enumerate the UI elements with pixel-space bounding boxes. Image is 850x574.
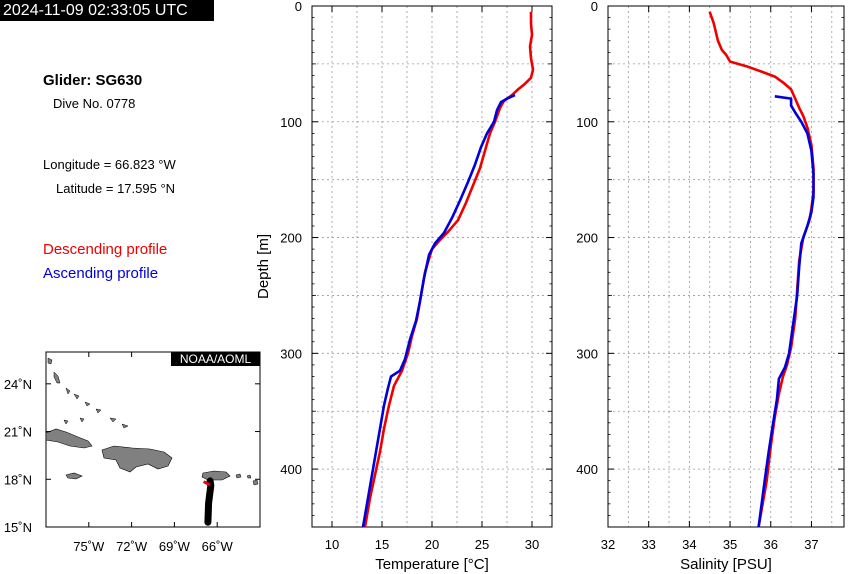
y-tick-label: 400 bbox=[280, 462, 302, 477]
y-tick-label: 100 bbox=[280, 115, 302, 130]
glider-track bbox=[204, 477, 215, 526]
series-ascending-line bbox=[361, 93, 516, 528]
map-lat-label: 24˚N bbox=[4, 377, 32, 392]
latitude-readout: Latitude = 17.595 °N bbox=[56, 181, 176, 196]
y-tick-label: 300 bbox=[576, 346, 598, 361]
y-tick-label: 200 bbox=[280, 231, 302, 246]
x-tick-label: 10 bbox=[325, 537, 339, 552]
glider-name: Glider: SG630 bbox=[43, 72, 143, 89]
map-lon-label: 66˚W bbox=[202, 539, 234, 554]
x-axis-label: Temperature [°C] bbox=[375, 556, 489, 573]
x-tick-label: 34 bbox=[682, 537, 696, 552]
y-tick-label: 100 bbox=[576, 115, 598, 130]
y-tick-label: 200 bbox=[576, 231, 598, 246]
map-lon-label: 72˚W bbox=[116, 539, 148, 554]
legend-ascending: Ascending profile bbox=[43, 265, 159, 282]
x-tick-label: 25 bbox=[475, 537, 489, 552]
series-ascending-line bbox=[757, 95, 815, 528]
legend-descending: Descending profile bbox=[43, 241, 168, 258]
dive-number: Dive No. 0778 bbox=[53, 96, 136, 111]
x-tick-label: 30 bbox=[525, 537, 539, 552]
x-tick-label: 20 bbox=[425, 537, 439, 552]
longitude-readout: Longitude = 66.823 °W bbox=[43, 157, 176, 172]
x-tick-label: 35 bbox=[723, 537, 737, 552]
series-descending-line bbox=[363, 11, 535, 528]
map-lat-label: 18˚N bbox=[4, 472, 32, 487]
y-axis-label: Depth [m] bbox=[255, 234, 272, 299]
map-lat-label: 21˚N bbox=[4, 425, 32, 440]
y-tick-label: 300 bbox=[280, 346, 302, 361]
noaa-badge-label: NOAA/AOML bbox=[180, 352, 252, 366]
x-tick-label: 37 bbox=[804, 537, 818, 552]
chart-frame bbox=[607, 5, 845, 528]
x-tick-label: 15 bbox=[375, 537, 389, 552]
salinity-chart: 32 33 34 35 36 37 0 100 200 300 400 Salinity [PSU] bbox=[576, 0, 845, 573]
map-lon-label: 75˚W bbox=[73, 539, 105, 554]
x-axis-label: Salinity [PSU] bbox=[680, 556, 772, 573]
glider-current-position bbox=[202, 480, 211, 487]
y-tick-label: 0 bbox=[591, 0, 598, 14]
map-lon-label: 69˚W bbox=[159, 539, 191, 554]
x-tick-label: 32 bbox=[601, 537, 615, 552]
map-lat-label: 15˚N bbox=[4, 520, 32, 535]
x-tick-label: 36 bbox=[764, 537, 778, 552]
y-tick-label: 400 bbox=[576, 462, 598, 477]
timestamp-label: 2024-11-09 02:33:05 UTC bbox=[0, 0, 214, 21]
noaa-badge bbox=[171, 352, 260, 366]
x-tick-label: 33 bbox=[641, 537, 655, 552]
y-tick-label: 0 bbox=[295, 0, 302, 14]
